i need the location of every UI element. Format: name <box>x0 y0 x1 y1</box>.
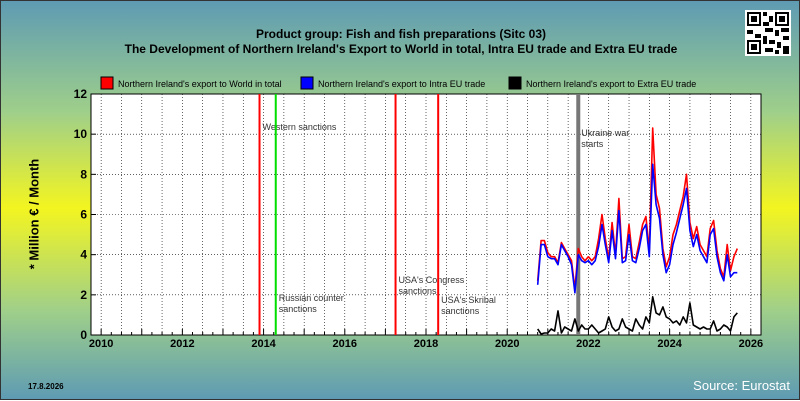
legend-label: Northern Ireland's export to Extra EU tr… <box>526 79 696 89</box>
legend-label: Northern Ireland's export to Intra EU tr… <box>318 79 485 89</box>
event-marker-label: Western sanctions <box>263 122 337 132</box>
event-marker-label: USA's Skribal sanctions <box>441 295 496 316</box>
x-tick-label: 2012 <box>170 338 194 350</box>
y-tick-label: 4 <box>80 248 87 262</box>
y-tick-label: 6 <box>80 208 87 222</box>
x-tick-label: 2014 <box>251 338 276 350</box>
y-tick-label: 8 <box>80 167 87 181</box>
event-marker-label: Russian counter sanctions <box>279 293 344 314</box>
chart-subtitle: Product group: Fish and fish preparation… <box>255 27 547 41</box>
legend-swatch <box>508 76 522 90</box>
event-marker-label: USA's Congress sanctions <box>399 275 465 296</box>
x-tick-label: 2018 <box>414 338 438 350</box>
legend-swatch <box>300 76 314 90</box>
legend-label: Northern Ireland's export to World in to… <box>118 79 282 89</box>
source-label: Source: Eurostat <box>693 378 790 393</box>
event-marker-label: Ukraine war starts <box>581 128 629 149</box>
y-tick-label: 2 <box>80 288 87 302</box>
chart-title: The Development of Northern Ireland's Ex… <box>124 42 678 56</box>
date-stamp: 17.8.2026 <box>28 382 64 391</box>
legend-swatch <box>100 76 114 90</box>
series-line-2 <box>536 163 738 294</box>
x-tick-label: 2022 <box>576 338 600 350</box>
y-tick-label: 0 <box>80 328 87 342</box>
x-tick-label: 2026 <box>739 338 763 350</box>
x-tick-label: 2024 <box>657 338 682 350</box>
y-tick-label: 12 <box>74 87 88 101</box>
x-tick-label: 2010 <box>89 338 113 350</box>
qr-code-icon <box>745 10 791 56</box>
series-line-3 <box>537 295 738 335</box>
series-line-1 <box>536 127 739 290</box>
y-tick-label: 10 <box>74 127 88 141</box>
x-tick-label: 2016 <box>333 338 357 350</box>
x-tick-label: 2020 <box>495 338 519 350</box>
